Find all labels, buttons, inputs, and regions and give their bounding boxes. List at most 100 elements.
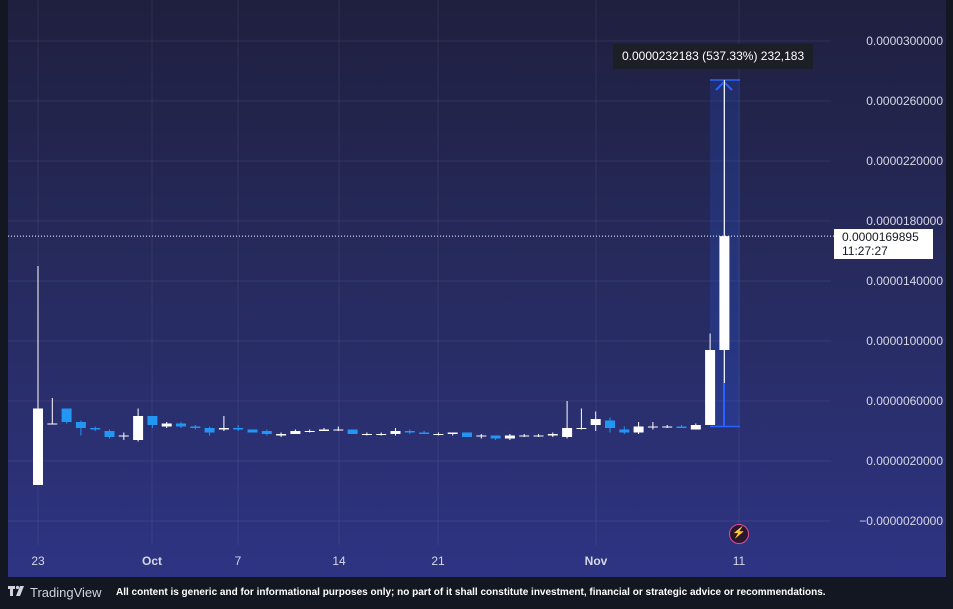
candle-body [390,431,401,434]
candle [605,417,615,433]
candle-body [462,432,472,437]
candle [476,434,487,439]
footer: TradingView All content is generic and f… [0,577,953,609]
candle [47,398,58,425]
candles [33,80,730,485]
candle-body [147,416,158,425]
grid-lines [8,0,831,545]
candle [676,425,687,428]
candle-body [261,431,272,434]
candle [562,401,573,439]
candle-body [576,428,587,429]
candle-body [433,434,444,435]
y-tick-label: 0.0000140000 [866,274,943,288]
candle [361,432,372,436]
candle [276,432,287,437]
candle [404,429,415,434]
candle-body [218,428,229,430]
candle-body [204,428,215,433]
y-tick-label: 0.0000100000 [866,334,943,348]
candle [90,426,101,431]
candle [690,423,701,430]
candle-body [447,432,458,434]
candle [519,434,530,437]
candle-body [647,426,658,428]
candle [247,429,258,433]
x-tick-label: Oct [141,554,163,568]
candle [504,434,515,440]
candle [218,416,229,431]
candle-body [562,428,573,437]
x-tick-label: 7 [234,554,242,568]
candle [447,432,458,436]
candle [705,333,716,425]
candle-body [690,425,701,430]
candle [662,425,673,428]
candle [462,432,472,437]
candle [104,429,115,439]
candle [261,429,272,436]
candle [376,432,387,436]
candle [233,425,244,431]
candle [490,435,501,440]
candle-body [676,426,687,428]
candle [333,426,344,431]
y-tick-label: 0.0000060000 [866,394,943,408]
candle-body [118,435,129,437]
brand-name: TradingView [30,585,102,600]
candle [390,428,401,436]
candle-body [533,435,544,437]
tradingview-logo[interactable]: TradingView [8,585,102,600]
chart-area[interactable] [8,0,946,577]
candle-body [290,431,301,434]
y-tick-label: 0.0000020000 [866,454,943,468]
x-tick-label: 23 [31,554,45,568]
candle [433,432,444,436]
candle-body [333,429,344,431]
lightning-icon[interactable]: ⚡ [729,524,749,544]
candle-body [47,423,58,425]
candle [719,80,730,383]
current-price-value: 0.0000169895 [842,230,919,244]
candle-body [61,408,72,422]
candle-body [176,423,186,427]
candle-body [276,434,287,436]
candle-body [490,435,501,439]
candle-body [633,426,644,433]
y-tick-label: 0.0000180000 [866,214,943,228]
candle-body [662,426,673,428]
x-tick-label: 21 [431,554,445,568]
candle-body [90,428,101,430]
candle [419,431,430,434]
candle-body [75,422,86,428]
candle [176,422,186,428]
x-tick-label: 14 [332,554,346,568]
candle-body [233,428,244,430]
candle-body [133,416,144,440]
candle [161,422,172,428]
candle [75,420,86,436]
candle [190,425,201,430]
candle [133,408,144,442]
candle [633,422,644,434]
candle-body [404,431,415,433]
candle-body [190,426,201,428]
candle-body [247,429,258,433]
candle [547,432,558,437]
candle [204,426,215,436]
y-tick-label: 0.0000300000 [866,34,943,48]
candle-body [590,419,601,425]
candle [576,408,587,430]
y-tick-label: 0.0000260000 [866,94,943,108]
candlestick-chart[interactable] [8,0,946,577]
candle-body [705,350,716,425]
candle [61,408,72,424]
candle-body [619,429,630,433]
candle-body [347,429,358,434]
candle-body [719,236,730,350]
candle [290,429,301,434]
candle-body [419,432,430,434]
measure-tooltip: 0.0000232183 (537.33%) 232,183 [613,44,814,69]
x-tick-label: Nov [584,554,608,568]
